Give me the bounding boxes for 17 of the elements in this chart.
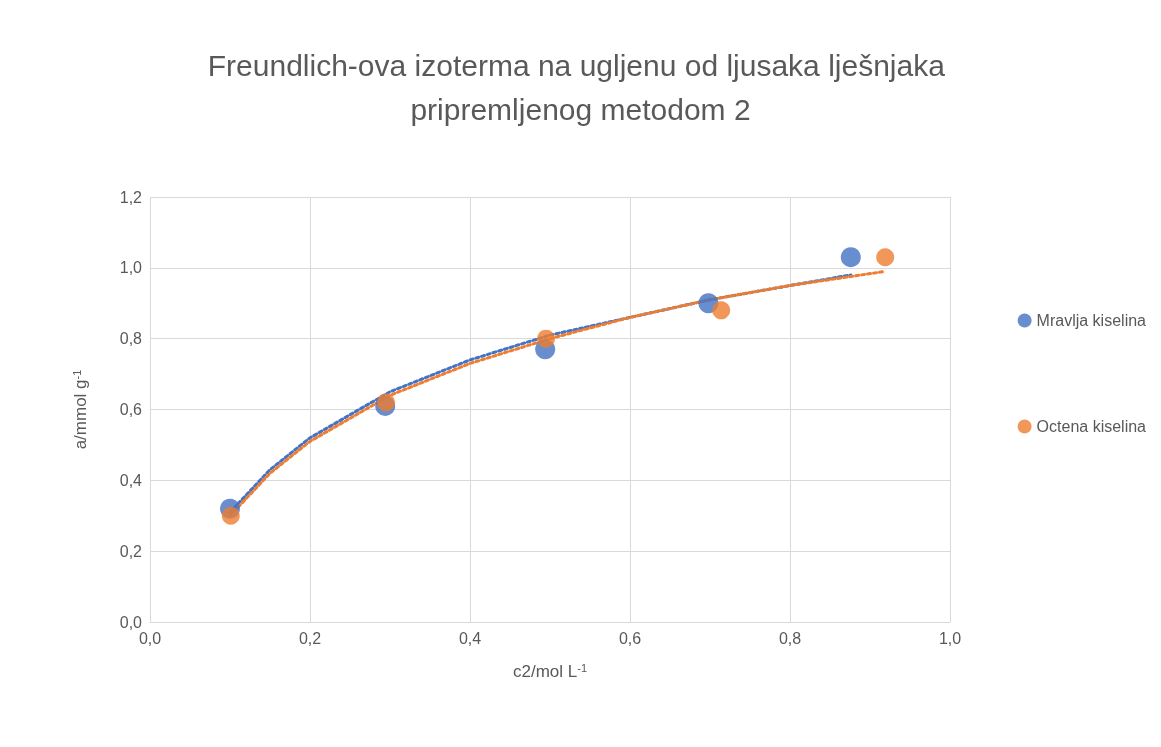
y-tick-label: 1,0 (119, 259, 143, 277)
x-tick-label: 0,8 (778, 629, 802, 647)
y-tick-label: 0,2 (119, 542, 143, 560)
y-tick-label: 0,4 (119, 471, 143, 489)
x-tick-label: 0,6 (618, 629, 642, 647)
y-tick-label: 0,0 (119, 613, 143, 631)
chart-title: Freundlich-ova izoterma na ugljenu od ljusaka lješnjaka pripremljenog metodom 2 (207, 48, 954, 126)
x-tick-label: 0,2 (298, 629, 322, 647)
y-tick-label: 0,8 (119, 330, 143, 348)
legend-label: Octena kiselina (1036, 418, 1147, 435)
x-tick-label: 1,0 (938, 629, 962, 647)
legend-label: Mravlja kiselina (1036, 312, 1147, 329)
y-tick-label: 0,6 (119, 401, 143, 418)
y-axis-title: a/mmol g-1 (70, 369, 90, 450)
x-tick-label: 0,0 (138, 629, 162, 647)
x-tick-label: 0,4 (458, 629, 482, 647)
y-tick-label: 1,2 (119, 188, 143, 206)
